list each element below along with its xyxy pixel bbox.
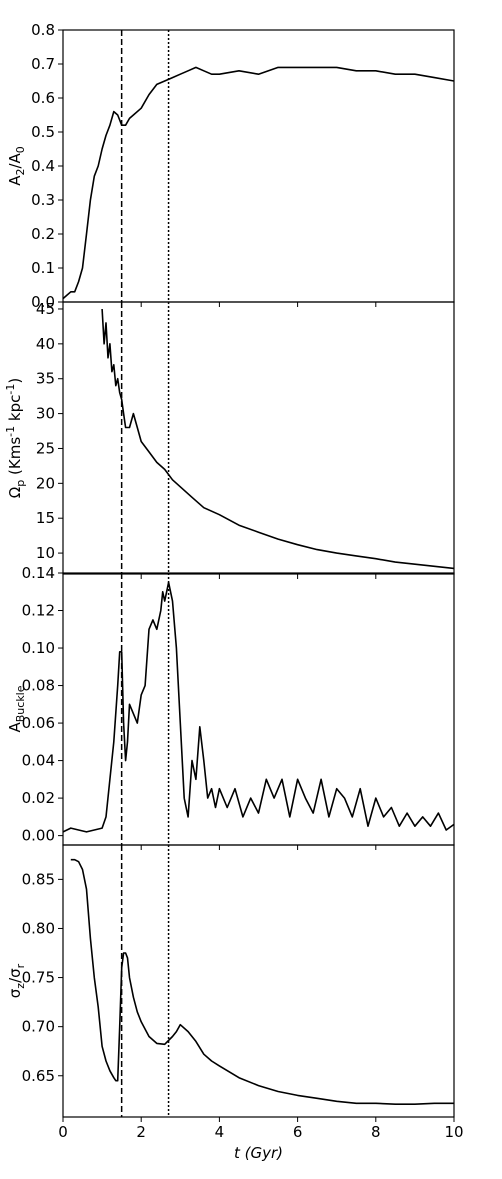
y-tick-label: 0.00 — [22, 827, 55, 845]
x-tick-label: 0 — [58, 1123, 68, 1141]
y-tick-label: 0.65 — [22, 1067, 55, 1085]
axes-frame — [62, 301, 455, 575]
y-tick-label: 0.80 — [22, 919, 55, 937]
x-tick-label: 6 — [293, 1123, 303, 1141]
y-tick-label: 0.3 — [31, 191, 55, 209]
y-axis-label: Ωp (Kms-1 kpc-1) — [4, 378, 27, 498]
y-tick-label: 0.8 — [31, 21, 55, 39]
y-axis-label: ABuckle — [6, 685, 27, 732]
y-tick-label: 0.75 — [22, 969, 55, 987]
y-tick-label: 0.0 — [31, 293, 55, 311]
series-line — [63, 581, 454, 833]
x-tick-label: 2 — [136, 1123, 146, 1141]
y-tick-label: 0.06 — [22, 714, 55, 732]
y-tick-label: 45 — [36, 300, 55, 318]
y-tick-label: 0.4 — [31, 157, 55, 175]
x-tick-label: 10 — [444, 1123, 463, 1141]
y-axis-label: A2/A0 — [6, 146, 27, 186]
panel-2: 10 15 20 25 30 35 40 45 Ωp (Kms-1 kpc-1) — [4, 300, 455, 579]
y-tick-label: 35 — [36, 370, 55, 388]
y-tick-label: 0.02 — [22, 789, 55, 807]
y-tick-label: 15 — [36, 509, 55, 527]
y-tick-label: 20 — [36, 474, 55, 492]
y-tick-label: 0.12 — [22, 602, 55, 620]
series-line — [63, 66, 454, 300]
panel-4: 0.65 0.70 0.75 0.80 0.85 0 2 4 6 8 10 σz/σr t (Gyr) — [6, 844, 464, 1162]
y-axis-label: σz/σr — [6, 963, 27, 998]
y-tick-label: 0.1 — [31, 259, 55, 277]
panel-3: 0.00 0.02 0.04 0.06 0.08 0.10 0.12 0.14 ABuckle — [6, 564, 455, 850]
y-tick-label: 0.10 — [22, 639, 55, 657]
y-tick-label: 0.08 — [22, 677, 55, 695]
y-tick-label: 0.5 — [31, 123, 55, 141]
x-tick-label: 8 — [371, 1123, 381, 1141]
series-line — [101, 308, 454, 570]
y-tick-label: 0.70 — [22, 1018, 55, 1036]
y-tick-label: 0.04 — [22, 752, 55, 770]
y-tick-label: 30 — [36, 405, 55, 423]
y-tick-label: 0.6 — [31, 89, 55, 107]
x-axis-label: t (Gyr) — [234, 1144, 283, 1162]
y-tick-label: 0.2 — [31, 225, 55, 243]
series-line — [70, 858, 454, 1105]
panel-1: 0.0 0.1 0.2 0.3 0.4 0.5 0.6 0.7 0.8 A2/A0 — [6, 21, 455, 311]
y-tick-label: 0.14 — [22, 564, 55, 582]
y-tick-label: 25 — [36, 439, 55, 457]
y-tick-label: 0.85 — [22, 870, 55, 888]
y-tick-label: 40 — [36, 335, 55, 353]
x-tick-label: 4 — [215, 1123, 225, 1141]
y-tick-label: 10 — [36, 544, 55, 562]
axes-frame — [62, 844, 455, 1118]
y-tick-label: 0.7 — [31, 55, 55, 73]
